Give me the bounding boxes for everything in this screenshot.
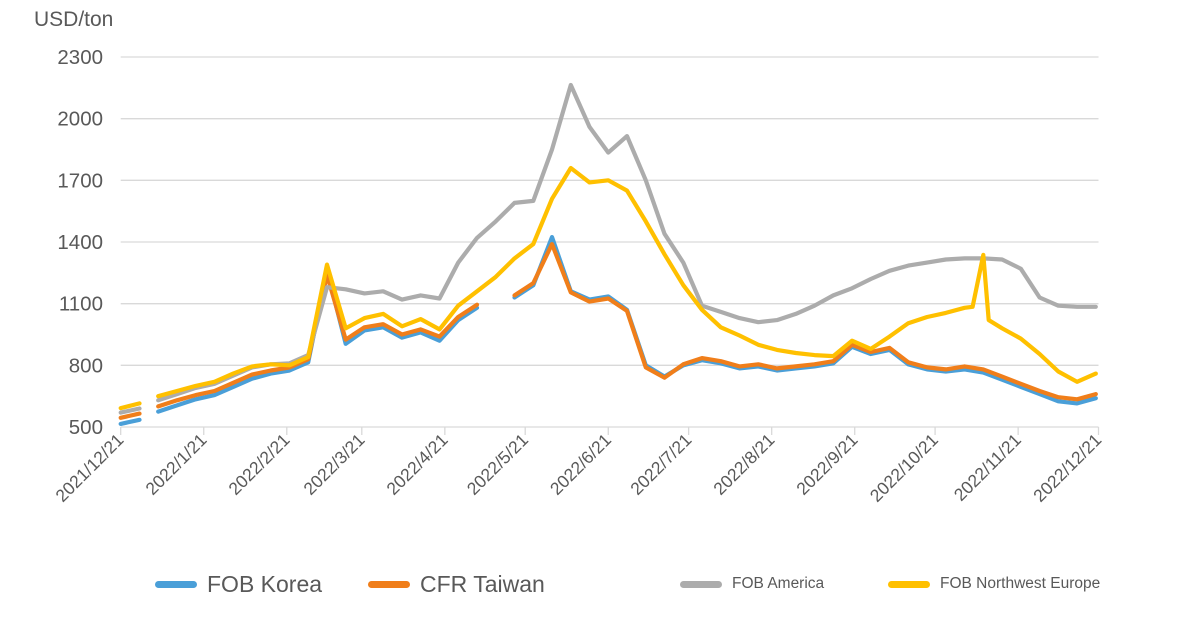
series-line-cfr-taiwan [118,242,1098,420]
y-axis-tick-label: 500 [69,416,103,439]
legend-label: CFR Taiwan [420,570,545,597]
legend-item-fob-korea[interactable]: FOB Korea [155,562,322,606]
legend-label: FOB Korea [207,570,323,597]
legend-item-fob-america[interactable]: FOB America [680,562,824,606]
x-axis-tick-label: 2022/9/21 [792,430,861,499]
x-axis-tick-label: 2022/12/21 [1029,430,1105,506]
x-axis-tick-label: 2021/12/21 [51,430,127,506]
y-axis-tick-label: 2300 [57,46,103,69]
x-axis-tick-label: 2022/2/21 [224,430,293,499]
x-axis-tick-label: 2022/7/21 [626,430,695,499]
x-axis-tick-label: 2022/4/21 [382,430,451,499]
series-line-fob-northwest-europe [118,165,1098,411]
chart-legend: FOB Korea CFR Taiwan FOB America FOB Nor… [0,562,1194,608]
y-axis-tick-label: 800 [69,354,103,377]
x-axis-tick-label: 2022/1/21 [141,430,210,499]
x-axis-tick-label: 2022/6/21 [546,430,615,499]
y-axis-tick-label: 1700 [57,169,103,192]
x-axis-tick-label: 2022/5/21 [463,430,532,499]
y-axis-tick-label: 1400 [57,231,103,254]
y-axis-tick-label: 2000 [57,108,103,131]
legend-label: FOB America [732,575,825,592]
fob-korea-swatch-icon [155,580,197,588]
y-axis-tick-label: 1100 [59,293,103,316]
series-line-fob-korea [118,235,1098,426]
x-axis-tick-label: 2022/3/21 [299,430,368,499]
x-axis-tick-label: 2022/8/21 [709,430,778,499]
y-axis-unit-label: USD/ton [34,8,114,31]
x-axis-tick-label: 2022/10/21 [866,430,942,506]
cfr-taiwan-swatch-icon [368,580,410,588]
legend-label: FOB Northwest Europe [940,575,1101,592]
fob-northwest-europe-swatch-icon [888,580,930,588]
legend-item-fob-northwest-europe[interactable]: FOB Northwest Europe [888,562,1100,606]
fob-america-swatch-icon [680,580,722,588]
x-axis-tick-label: 2022/11/21 [950,430,1025,505]
legend-item-cfr-taiwan[interactable]: CFR Taiwan [368,562,545,606]
